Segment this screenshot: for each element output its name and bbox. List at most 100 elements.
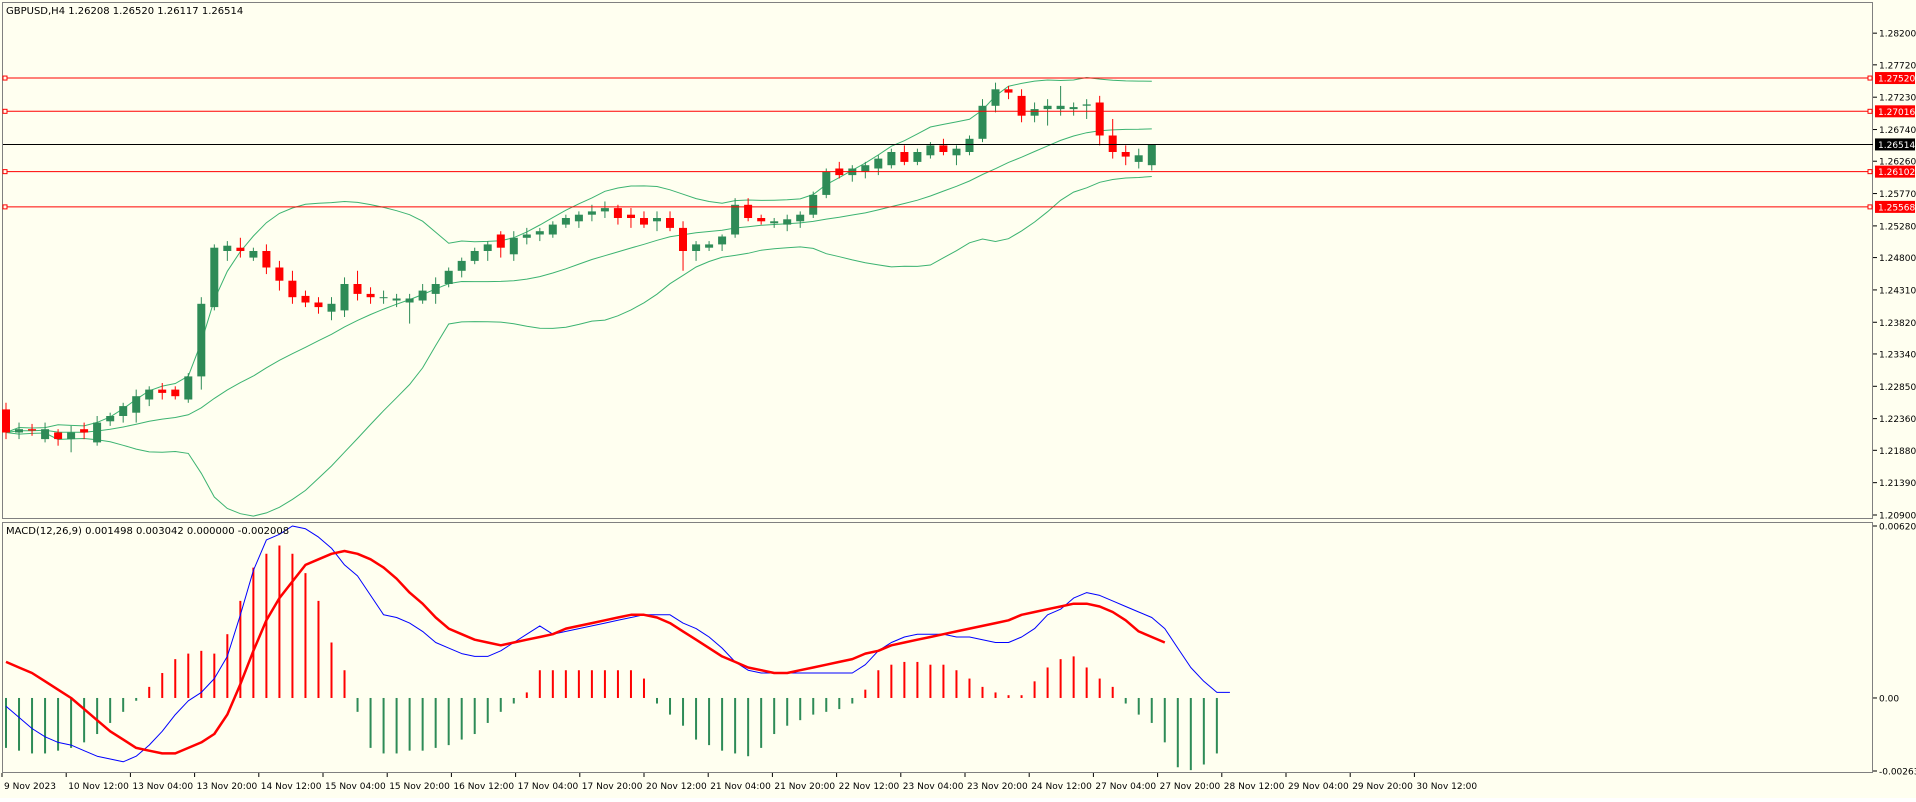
candle	[600, 201, 609, 218]
candlesticks	[2, 82, 1156, 453]
candle	[15, 422, 23, 440]
level-price-label: 1.27520	[1878, 75, 1915, 85]
time-tick-label: 21 Nov 04:00	[710, 782, 771, 792]
candle-body	[93, 422, 102, 443]
candle-body	[861, 165, 870, 172]
macd-lines	[5, 525, 1230, 763]
candle	[692, 241, 701, 261]
level-anchor-right[interactable]	[1867, 204, 1873, 210]
time-tick-label: 9 Nov 2023	[4, 782, 56, 792]
level-line[interactable]: 1.25568	[2, 200, 1915, 214]
candle	[613, 204, 622, 225]
candle	[1004, 85, 1013, 100]
candle-body	[939, 145, 948, 152]
level-anchor-left[interactable]	[2, 108, 8, 114]
level-anchor-right[interactable]	[1867, 108, 1873, 114]
candle-body	[1030, 109, 1039, 116]
candle	[822, 168, 831, 199]
candle	[965, 135, 974, 156]
price-tick-label: 1.26260	[1879, 158, 1916, 168]
price-tick-label: 1.27230	[1879, 94, 1916, 104]
time-tick-label: 17 Nov 20:00	[582, 782, 643, 792]
candle	[67, 425, 76, 453]
candle-body	[379, 297, 388, 299]
candle-body	[184, 376, 193, 400]
candle	[80, 422, 89, 440]
candle-body	[15, 429, 23, 433]
level-line[interactable]: 1.26102	[2, 165, 1915, 179]
price-tick-label: 1.22850	[1879, 383, 1916, 393]
candle	[1030, 102, 1039, 123]
candle	[28, 423, 36, 436]
candle-body	[679, 227, 687, 251]
time-tick-label: 10 Nov 12:00	[68, 782, 129, 792]
candle-body	[340, 284, 349, 311]
candle	[457, 257, 466, 278]
candle-body	[822, 171, 831, 195]
candle	[861, 161, 870, 179]
macd-tick-label: 0.006201	[1879, 523, 1916, 533]
candle	[666, 211, 674, 232]
candle	[470, 247, 479, 265]
time-tick-label: 20 Nov 12:00	[646, 782, 707, 792]
candle-body	[41, 429, 50, 440]
candle-body	[366, 293, 375, 298]
candle	[887, 148, 896, 169]
bollinger-middle-band	[5, 128, 1152, 433]
candle-body	[1134, 155, 1143, 162]
candle-body	[965, 138, 974, 152]
candle	[587, 204, 596, 222]
candle-body	[223, 245, 232, 251]
candle	[392, 293, 401, 308]
candle	[522, 227, 531, 245]
candle-body	[288, 280, 297, 298]
candle	[483, 241, 492, 261]
candle	[1082, 99, 1091, 119]
level-anchor-right[interactable]	[1867, 75, 1873, 81]
candle	[275, 260, 284, 291]
candle	[236, 237, 245, 258]
candle	[1069, 102, 1078, 116]
candle-body	[431, 284, 440, 294]
level-price-label: 1.27016	[1878, 108, 1915, 118]
level-line[interactable]: 1.27520	[2, 72, 1915, 85]
candle-body	[1082, 104, 1091, 106]
candle-body	[28, 429, 36, 431]
price-tick-label: 1.24800	[1879, 254, 1916, 264]
candle-body	[666, 218, 674, 228]
candle	[952, 145, 961, 166]
candle-body	[353, 284, 362, 294]
price-tick-label: 1.20900	[1879, 512, 1916, 522]
time-tick-label: 23 Nov 20:00	[967, 782, 1028, 792]
macd-tick-label: 0.00	[1879, 694, 1899, 704]
time-tick-label: 23 Nov 04:00	[903, 782, 964, 792]
level-anchor-left[interactable]	[2, 169, 8, 175]
candle-body	[548, 224, 557, 235]
candle-body	[770, 221, 779, 224]
candle-body	[1069, 107, 1078, 110]
candle	[991, 82, 1000, 113]
horizontal-levels[interactable]: 1.27520 1.27016 1.26102 1.25568 1.26514	[2, 72, 1915, 214]
bollinger-lower-band	[5, 176, 1152, 517]
level-price-tag	[1875, 200, 1915, 213]
level-price-label: 1.25568	[1878, 203, 1915, 213]
candle	[1108, 118, 1117, 159]
candle	[314, 297, 323, 314]
candle	[705, 241, 714, 251]
candle	[913, 148, 922, 166]
candle-body	[809, 194, 818, 215]
candle-body	[158, 389, 167, 393]
candle	[444, 267, 453, 288]
level-anchor-left[interactable]	[2, 204, 8, 210]
level-line[interactable]: 1.27016	[2, 105, 1915, 118]
candle-body	[106, 416, 115, 422]
time-tick-label: 13 Nov 04:00	[132, 782, 193, 792]
level-anchor-left[interactable]	[2, 75, 8, 81]
time-tick-label: 27 Nov 20:00	[1160, 782, 1221, 792]
time-tick-label: 29 Nov 04:00	[1288, 782, 1349, 792]
candle-body	[405, 298, 414, 303]
candle	[1043, 99, 1052, 126]
level-anchor-right[interactable]	[1867, 169, 1873, 175]
candle-body	[627, 214, 635, 218]
